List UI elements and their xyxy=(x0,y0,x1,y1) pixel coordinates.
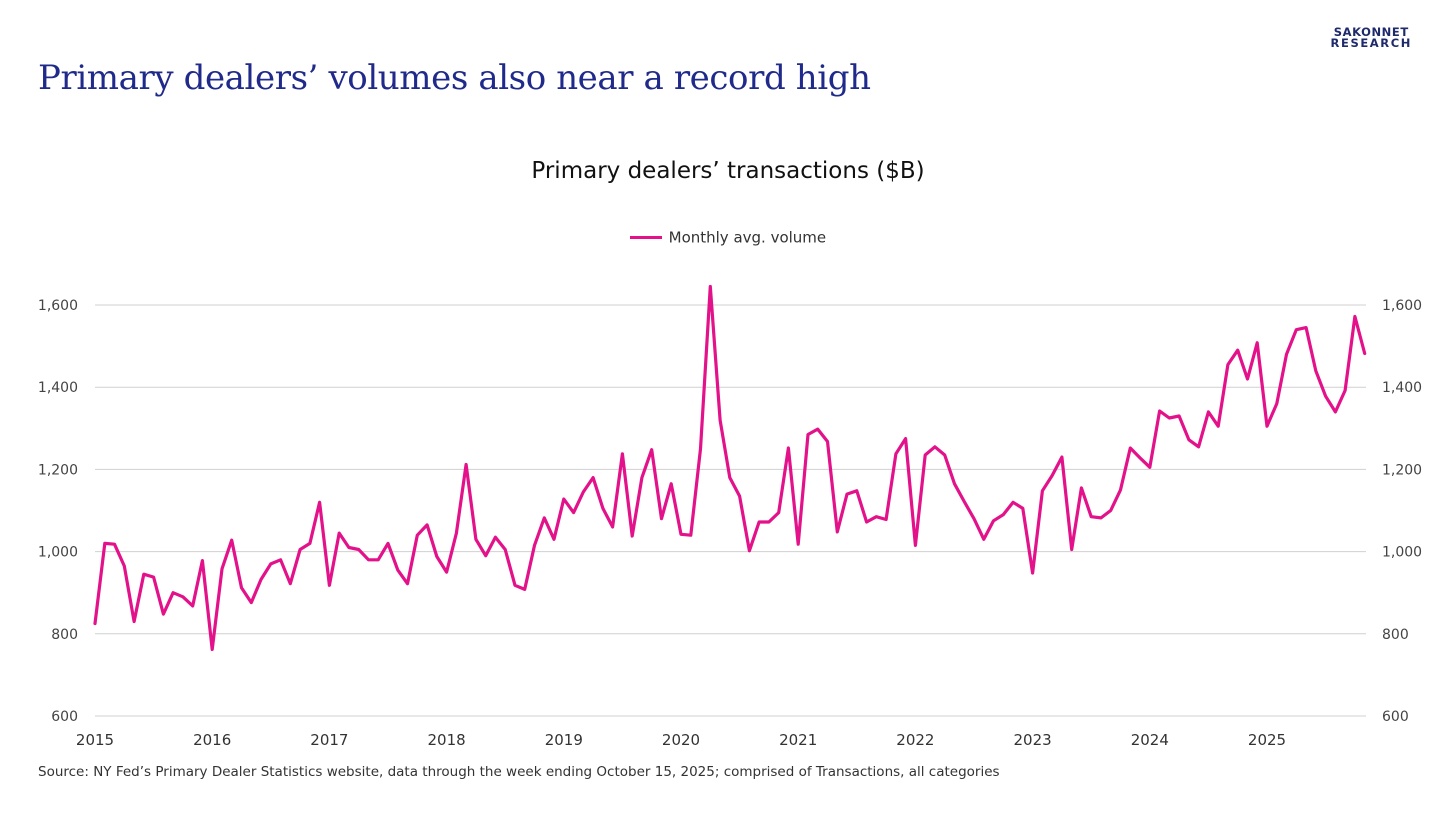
y-tick-right-1000: 1,000 xyxy=(1382,545,1422,561)
y-tick-right-600: 600 xyxy=(1382,709,1409,725)
x-tick-2023: 2023 xyxy=(1014,731,1052,749)
y-tick-left-1400: 1,400 xyxy=(38,380,78,396)
y-tick-right-800: 800 xyxy=(1382,627,1409,643)
x-tick-2018: 2018 xyxy=(428,731,466,749)
y-tick-right-1200: 1,200 xyxy=(1382,462,1422,478)
legend-line-swatch xyxy=(629,236,662,239)
x-tick-2022: 2022 xyxy=(896,731,934,749)
x-tick-2020: 2020 xyxy=(662,731,700,749)
y-tick-left-600: 600 xyxy=(51,709,78,725)
y-tick-right-1600: 1,600 xyxy=(1382,298,1422,314)
logo-line-1: SAKONNET xyxy=(1333,25,1409,39)
x-tick-2019: 2019 xyxy=(545,731,583,749)
y-axis-right: 1,600 1,400 1,200 1,000 800 600 xyxy=(1382,298,1422,725)
chart-title: Primary dealers’ transactions ($B) xyxy=(531,158,925,184)
series-line-monthly-avg-volume xyxy=(93,284,1367,652)
page-title: Primary dealers’ volumes also near a rec… xyxy=(38,58,871,98)
x-tick-2017: 2017 xyxy=(310,731,348,749)
gridlines xyxy=(95,304,1366,717)
logo-line-2: RESEARCH xyxy=(1330,36,1412,50)
x-tick-2025: 2025 xyxy=(1248,731,1286,749)
x-tick-2021: 2021 xyxy=(779,731,817,749)
y-tick-left-1600: 1,600 xyxy=(38,298,78,314)
x-tick-2016: 2016 xyxy=(193,731,231,749)
y-tick-left-800: 800 xyxy=(51,627,78,643)
chart-legend: Monthly avg. volume xyxy=(0,228,1456,247)
source-note: Source: NY Fed’s Primary Dealer Statisti… xyxy=(38,764,1000,780)
series-group xyxy=(93,284,1367,652)
y-tick-left-1000: 1,000 xyxy=(38,545,78,561)
legend-label: Monthly avg. volume xyxy=(668,228,827,247)
x-axis: 2015 2016 2017 2018 2019 2020 2021 2022 2023 2024… xyxy=(76,731,1286,749)
y-tick-right-1400: 1,400 xyxy=(1382,380,1422,396)
y-tick-left-1200: 1,200 xyxy=(38,462,78,478)
x-tick-2024: 2024 xyxy=(1131,731,1169,749)
y-axis-left: 1,600 1,400 1,200 1,000 800 600 xyxy=(38,298,78,725)
sakonnet-research-logo: SAKONNET RESEARCH xyxy=(1330,25,1412,50)
x-tick-2015: 2015 xyxy=(76,731,114,749)
